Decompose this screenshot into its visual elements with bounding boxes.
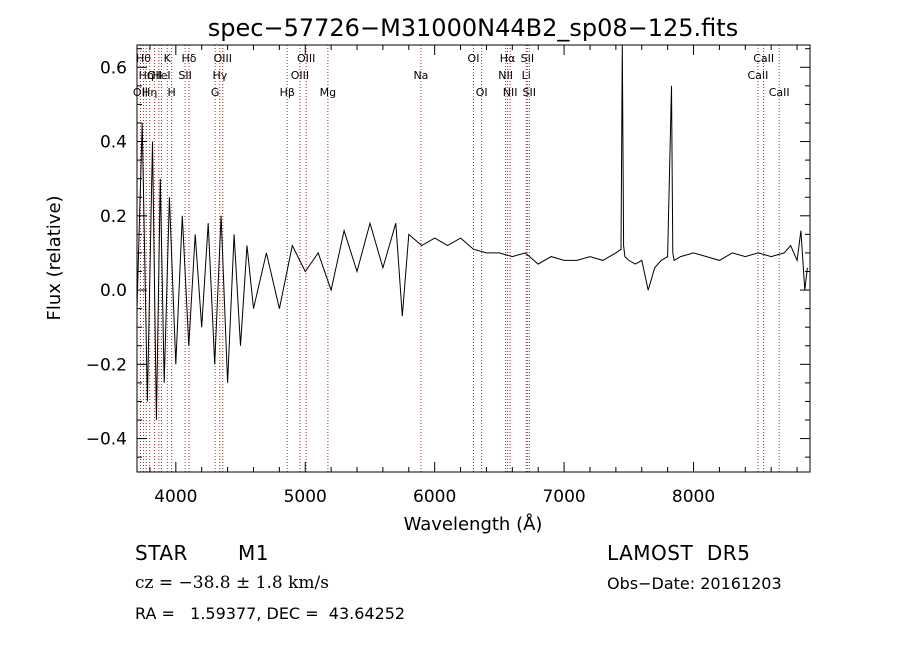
spectrum-series (136, 44, 808, 421)
plot-frame (136, 44, 811, 473)
line-label-26: SII (523, 86, 536, 99)
observation-date: Obs−Date: 20161203 (607, 574, 782, 593)
x-axis-label: Wavelength (Å) (404, 513, 543, 535)
y-axis: −0.4 −0.2 0.0 0.2 0.4 0.6 (86, 48, 810, 458)
x-tick-label: 4000 (154, 487, 197, 507)
line-label-15: OIII (291, 69, 309, 82)
line-label-14: Hβ (280, 86, 295, 99)
x-axis: 4000 5000 6000 7000 8000 (149, 45, 798, 507)
object-subclass: M1 (238, 541, 269, 565)
line-label-4: OII (147, 69, 162, 82)
line-label-24: Li (522, 69, 531, 82)
line-label-13: OIII (214, 52, 232, 65)
line-label-1: Hθ (136, 52, 151, 65)
line-label-3: Hη (142, 86, 157, 99)
survey-name: LAMOST DR5 (607, 541, 751, 565)
line-label-27: CaII (748, 69, 769, 82)
line-label-22: Hα (500, 52, 516, 65)
line-label-10: SII (178, 69, 191, 82)
line-label-16: OIII (297, 52, 315, 65)
line-label-20: OI (476, 86, 488, 99)
y-tick-label: 0.4 (100, 133, 127, 153)
coordinates: RA = 1.59377, DEC = 43.64252 (135, 604, 406, 623)
y-tick-label: −0.2 (86, 355, 127, 375)
line-label-19: OI (468, 52, 480, 65)
x-tick-label: 6000 (413, 487, 456, 507)
x-tick-label: 8000 (672, 487, 715, 507)
line-label-29: CaII (769, 86, 790, 99)
spectral-line-markers: OIIHθHηHηOIIHeIKHHδSIIGHγOIIIHβOIIIOIIIM… (133, 45, 790, 472)
spectrum-line-0 (136, 44, 808, 421)
line-label-18: Na (413, 69, 428, 82)
y-tick-label: −0.4 (86, 430, 127, 450)
line-label-6: HeI (152, 69, 170, 82)
y-tick-label: 0.2 (100, 207, 127, 227)
line-label-21: NII (498, 69, 513, 82)
line-label-28: CaII (753, 52, 774, 65)
x-tick-label: 7000 (542, 487, 585, 507)
line-label-11: G (211, 86, 220, 99)
line-label-12: Hγ (212, 69, 227, 82)
x-tick-label: 5000 (284, 487, 327, 507)
object-class: STAR (135, 541, 188, 565)
redshift-velocity: cz = −38.8 ± 1.8 km/s (135, 573, 329, 593)
y-tick-label: 0.6 (100, 58, 127, 78)
line-label-17: Mg (320, 86, 336, 99)
line-label-23: NII (503, 86, 518, 99)
line-label-8: H (168, 86, 176, 99)
line-label-25: SII (521, 52, 534, 65)
line-label-9: Hδ (182, 52, 197, 65)
y-axis-label: Flux (relative) (44, 195, 65, 320)
chart-title: spec−57726−M31000N44B2_sp08−125.fits (208, 14, 738, 42)
y-tick-label: 0.0 (100, 281, 127, 301)
line-label-7: K (164, 52, 172, 65)
